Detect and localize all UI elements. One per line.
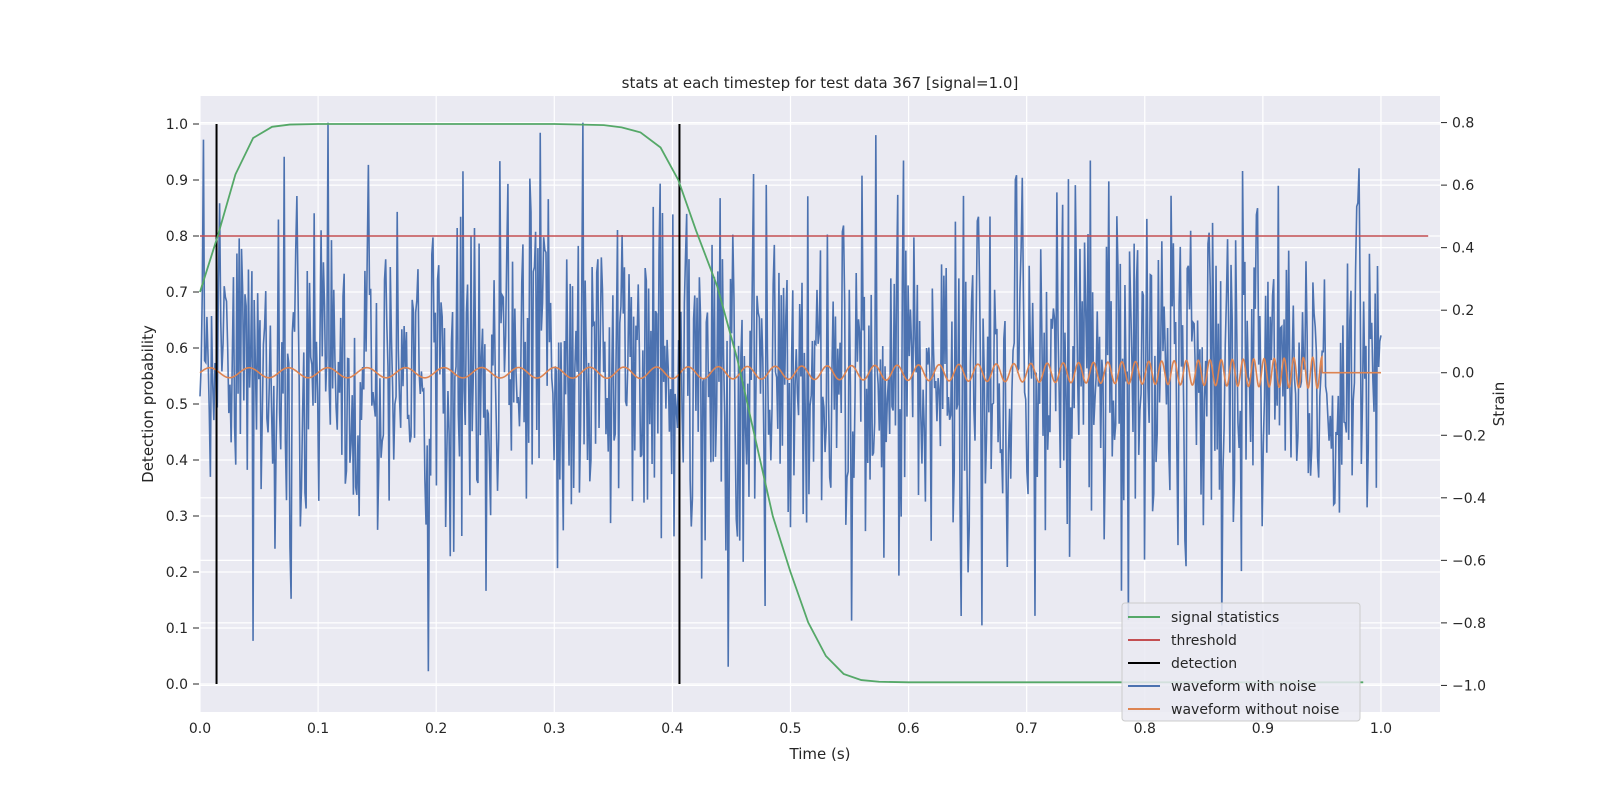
chart-title: stats at each timestep for test data 367… <box>622 74 1019 92</box>
y2-tick-label: 0.0 <box>1452 366 1474 382</box>
x-tick-label: 0.8 <box>1134 721 1156 737</box>
x-tick-label: 0.9 <box>1252 721 1274 737</box>
legend-label-detection: detection <box>1171 656 1237 672</box>
y-axis-label: Detection probability <box>139 325 157 483</box>
y-tick-label: 0.4 <box>166 453 188 469</box>
y2-tick-label: −0.8 <box>1452 616 1486 632</box>
x-tick-label: 0.3 <box>543 721 565 737</box>
y2-tick-label: 0.2 <box>1452 303 1474 319</box>
legend-label-waveform-without-noise: waveform without noise <box>1171 702 1339 718</box>
series-layer <box>199 122 1429 684</box>
y-tick-label: 0.2 <box>166 565 188 581</box>
y-tick-label: 0.7 <box>166 285 188 301</box>
legend-frame <box>1121 602 1361 722</box>
x-tick-label: 1.0 <box>1370 721 1392 737</box>
y2-tick-label: 0.4 <box>1452 241 1474 257</box>
x-axis-label: Time (s) <box>789 745 851 763</box>
y-tick-label: 0.5 <box>166 397 188 413</box>
y2-axis-label: Strain <box>1490 382 1508 426</box>
y2-tick-label: 0.8 <box>1452 116 1474 132</box>
y-tick-label: 0.8 <box>166 229 188 245</box>
y2-tick-label: −0.4 <box>1452 491 1486 507</box>
y2-tick-label: −0.2 <box>1452 428 1486 444</box>
y-tick-label: 0.1 <box>166 621 188 637</box>
x-tick-label: 0.7 <box>1016 721 1038 737</box>
y-tick-label: 1.0 <box>166 117 188 133</box>
series-signal-statistics <box>199 123 1364 684</box>
y2-tick-label: 0.6 <box>1452 178 1474 194</box>
legend: signal statistics threshold detection wa… <box>1121 602 1361 722</box>
y-tick-label: 0.6 <box>166 341 188 357</box>
x-tick-label: 0.1 <box>307 721 329 737</box>
series-waveform-without-noise <box>199 355 1381 390</box>
y-tick-label: 0.0 <box>166 677 188 693</box>
y-tick-label: 0.9 <box>166 173 188 189</box>
series-waveform-with-noise <box>199 122 1382 672</box>
x-tick-label: 0.0 <box>189 721 211 737</box>
legend-label-signal-statistics: signal statistics <box>1171 610 1279 626</box>
legend-label-waveform-with-noise: waveform with noise <box>1171 679 1316 695</box>
legend-label-threshold: threshold <box>1171 633 1237 649</box>
x-tick-label: 0.2 <box>425 721 447 737</box>
x-tick-label: 0.6 <box>897 721 919 737</box>
y-tick-label: 0.3 <box>166 509 188 525</box>
y2-tick-label: −1.0 <box>1452 678 1486 694</box>
x-tick-label: 0.4 <box>661 721 683 737</box>
ticks: 0.0 0.1 0.2 0.3 0.4 0.5 0.6 0.7 0.8 0.9 1.0 0.0 0.1 0… <box>166 116 1486 737</box>
y2-tick-label: −0.6 <box>1452 553 1486 569</box>
x-tick-label: 0.5 <box>779 721 801 737</box>
